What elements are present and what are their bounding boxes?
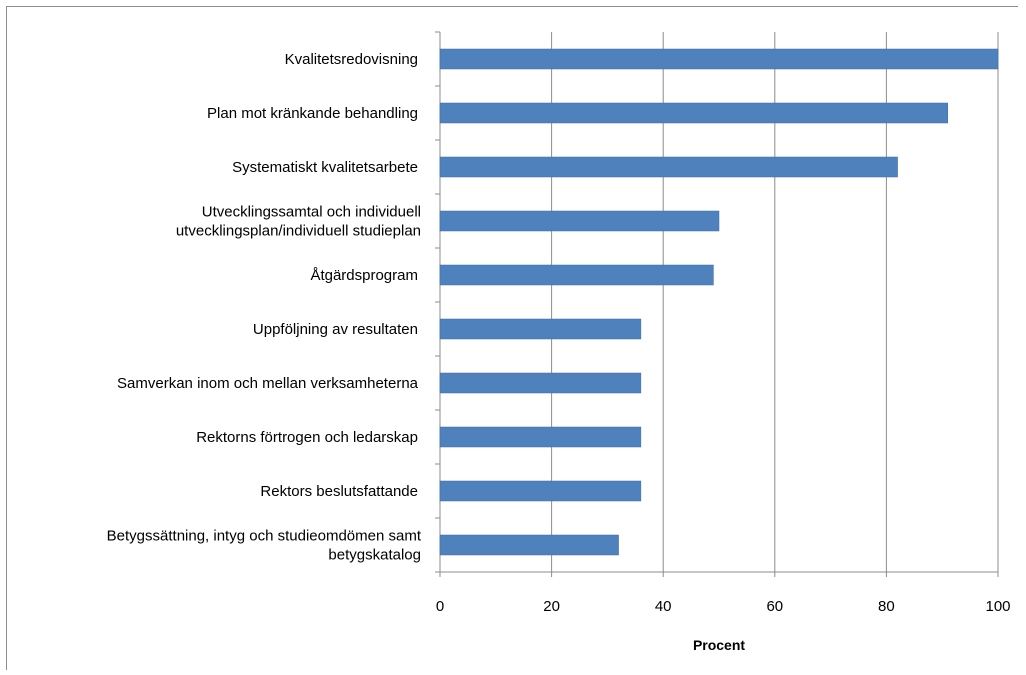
category-label: Kvalitetsredovisning [285,51,418,68]
category-label-line: betygskatalog [328,547,421,564]
chart-frame [6,6,1018,670]
category-label-line: Rektorns förtrogen och ledarskap [196,429,418,446]
x-tick-label: 0 [436,598,444,615]
bar [439,534,619,556]
category-label-line: Åtgärdsprogram [310,267,418,284]
category-label: Utvecklingssamtal och individuell utveckl… [176,204,421,240]
bar [439,156,898,178]
category-label: Samverkan inom och mellan verksamheterna [117,375,419,392]
bar [439,210,720,232]
x-tick-label: 40 [655,598,672,615]
bar [439,318,642,340]
bar [439,480,642,502]
bar [439,48,999,70]
category-label-line: utvecklingsplan/individuell studieplan [176,223,421,240]
category-label-line: Plan mot kränkande behandling [207,105,418,122]
category-label: Systematiskt kvalitetsarbete [232,159,418,176]
bar [439,372,642,394]
x-tick-label: 100 [985,598,1010,615]
x-tick-label: 60 [766,598,783,615]
category-label: Betygssättning, intyg och studieomdömen … [107,528,422,564]
category-label: Uppföljning av resultaten [253,321,418,338]
bar [439,264,714,286]
bar [439,426,642,448]
x-axis-title: Procent [693,637,745,653]
category-label: Åtgärdsprogram [310,267,418,284]
bar [439,102,949,124]
category-label-line: Uppföljning av resultaten [253,321,418,338]
category-label-line: Samverkan inom och mellan verksamheterna [117,375,419,392]
category-label-line: Utvecklingssamtal och individuell [202,204,421,221]
category-label: Plan mot kränkande behandling [207,105,418,122]
category-label: Rektorns förtrogen och ledarskap [196,429,418,446]
x-tick-label: 80 [878,598,895,615]
category-label-line: Betygssättning, intyg och studieomdömen … [107,528,422,545]
x-tick-label: 20 [543,598,560,615]
category-label: Rektors beslutsfattande [260,483,418,500]
category-label-line: Kvalitetsredovisning [285,51,418,68]
category-label-line: Systematiskt kvalitetsarbete [232,159,418,176]
category-label-line: Rektors beslutsfattande [260,483,418,500]
